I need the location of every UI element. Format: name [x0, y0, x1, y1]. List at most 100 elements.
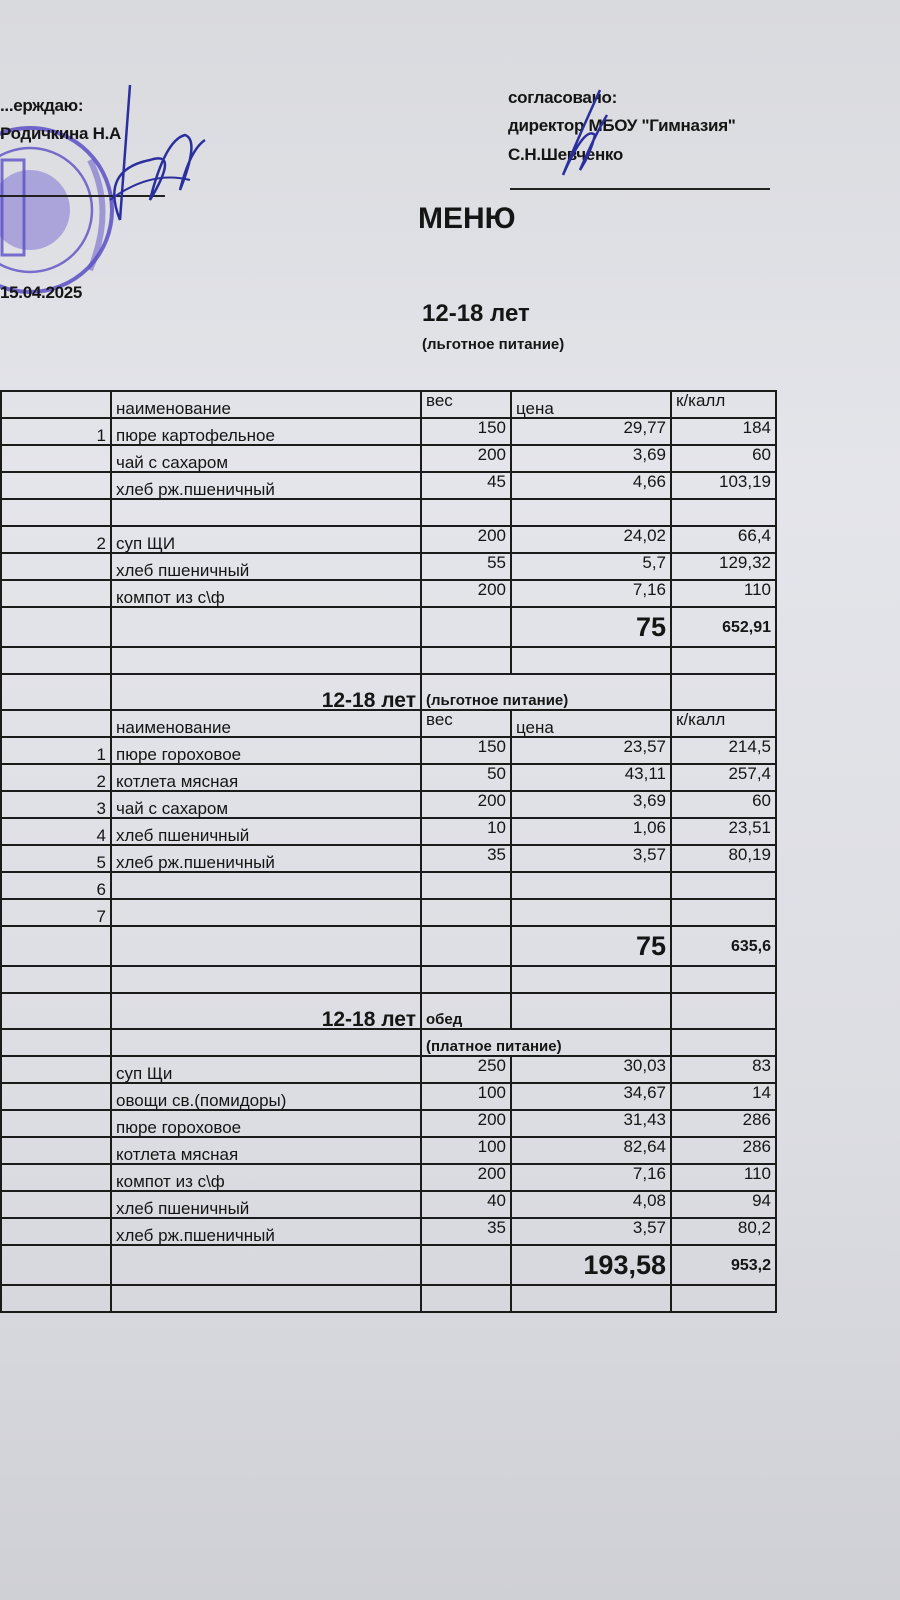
dish-name: чай с сахаром [110, 444, 422, 473]
intro-type: (льготное питание) [422, 336, 565, 353]
section-title-row: 12-18 лет обед [0, 992, 777, 1030]
table-row: 6 [0, 871, 777, 900]
index-header-cell [0, 390, 112, 419]
dish-kcal: 110 [670, 579, 777, 608]
empty-cell [0, 673, 112, 711]
row-index: 3 [0, 790, 112, 819]
empty-row [0, 646, 777, 675]
empty-cell [510, 992, 672, 1030]
empty-cell [420, 1244, 512, 1286]
table-row: компот из с\ф 200 7,16 110 [0, 579, 777, 608]
weight-column-header: вес [420, 390, 512, 419]
empty-cell [670, 1284, 777, 1313]
table-row: хлеб рж.пшеничный 45 4,66 103,19 [0, 471, 777, 500]
dish-weight: 200 [420, 525, 512, 554]
table-row: 3 чай с сахаром 200 3,69 60 [0, 790, 777, 819]
dish-kcal: 257,4 [670, 763, 777, 792]
row-index: 2 [0, 525, 112, 554]
table-row: 2 суп ЩИ 200 24,02 66,4 [0, 525, 777, 554]
section-type: (льготное питание) [420, 673, 672, 711]
row-index [0, 552, 112, 581]
dish-weight: 200 [420, 1163, 512, 1192]
total-price: 75 [510, 925, 672, 967]
menu-table: наименование вес цена к/калл 1 пюре картофель… [0, 390, 777, 1313]
name-column-header: наименование [110, 390, 422, 419]
table-row: хлеб пшеничный 55 5,7 129,32 [0, 552, 777, 581]
dish-weight: 10 [420, 817, 512, 846]
table-row: котлета мясная 100 82,64 286 [0, 1136, 777, 1165]
dish-price: 5,7 [510, 552, 672, 581]
dish-price: 1,06 [510, 817, 672, 846]
dish-name: компот из с\ф [110, 1163, 422, 1192]
dish-weight: 45 [420, 471, 512, 500]
kcal-column-header: к/калл [670, 709, 777, 738]
table-row: 4 хлеб пшеничный 10 1,06 23,51 [0, 817, 777, 846]
empty-cell [420, 646, 512, 675]
dish-price: 3,57 [510, 844, 672, 873]
row-index: 1 [0, 736, 112, 765]
dish-price: 7,16 [510, 579, 672, 608]
dish-name [110, 871, 422, 900]
approve-date: 15.04.2025 [0, 283, 83, 302]
total-row: 75 635,6 [0, 925, 777, 967]
agreed-position: директор МБОУ "Гимназия" [508, 116, 736, 135]
dish-weight: 35 [420, 1217, 512, 1246]
dish-name: котлета мясная [110, 763, 422, 792]
dish-kcal: 103,19 [670, 471, 777, 500]
index-header-cell [0, 709, 112, 738]
table-row: суп Щи 250 30,03 83 [0, 1055, 777, 1084]
row-index [0, 444, 112, 473]
table-row: компот из с\ф 200 7,16 110 [0, 1163, 777, 1192]
dish-kcal: 110 [670, 1163, 777, 1192]
dish-kcal: 286 [670, 1109, 777, 1138]
table-row: чай с сахаром 200 3,69 60 [0, 444, 777, 473]
dish-name: компот из с\ф [110, 579, 422, 608]
total-price: 75 [510, 606, 672, 648]
dish-weight: 150 [420, 417, 512, 446]
empty-cell [0, 1244, 112, 1286]
dish-price: 31,43 [510, 1109, 672, 1138]
dish-kcal: 80,19 [670, 844, 777, 873]
empty-cell [110, 646, 422, 675]
row-index [0, 1217, 112, 1246]
dish-price: 3,69 [510, 790, 672, 819]
dish-price: 82,64 [510, 1136, 672, 1165]
row-index [0, 1055, 112, 1084]
dish-name: хлеб пшеничный [110, 817, 422, 846]
dish-price: 3,57 [510, 1217, 672, 1246]
table-row: пюре гороховое 200 31,43 286 [0, 1109, 777, 1138]
empty-cell [110, 925, 422, 967]
dish-kcal: 214,5 [670, 736, 777, 765]
section-meal: обед [420, 992, 512, 1030]
dish-price: 24,02 [510, 525, 672, 554]
dish-name: хлеб пшеничный [110, 1190, 422, 1219]
dish-name: суп ЩИ [110, 525, 422, 554]
empty-cell [420, 1284, 512, 1313]
dish-weight [420, 871, 512, 900]
empty-cell [670, 965, 777, 994]
empty-cell [510, 1284, 672, 1313]
row-index: 6 [0, 871, 112, 900]
row-index [0, 471, 112, 500]
total-kcal: 652,91 [670, 606, 777, 648]
empty-cell [110, 965, 422, 994]
approve-label: ...ерждаю: [0, 96, 84, 115]
dish-kcal: 66,4 [670, 525, 777, 554]
table-row: хлеб пшеничный 40 4,08 94 [0, 1190, 777, 1219]
empty-row [0, 965, 777, 994]
dish-name [110, 898, 422, 927]
dish-name: котлета мясная [110, 1136, 422, 1165]
approver-signature [109, 84, 206, 221]
empty-cell [0, 992, 112, 1030]
dish-price: 23,57 [510, 736, 672, 765]
dish-kcal: 80,2 [670, 1217, 777, 1246]
empty-cell [670, 992, 777, 1030]
price-column-header: цена [510, 390, 672, 419]
dish-kcal: 60 [670, 790, 777, 819]
dish-kcal [670, 871, 777, 900]
dish-name: овощи св.(помидоры) [110, 1082, 422, 1111]
dish-price: 34,67 [510, 1082, 672, 1111]
dish-weight [420, 898, 512, 927]
dish-weight: 150 [420, 736, 512, 765]
dish-kcal [670, 898, 777, 927]
